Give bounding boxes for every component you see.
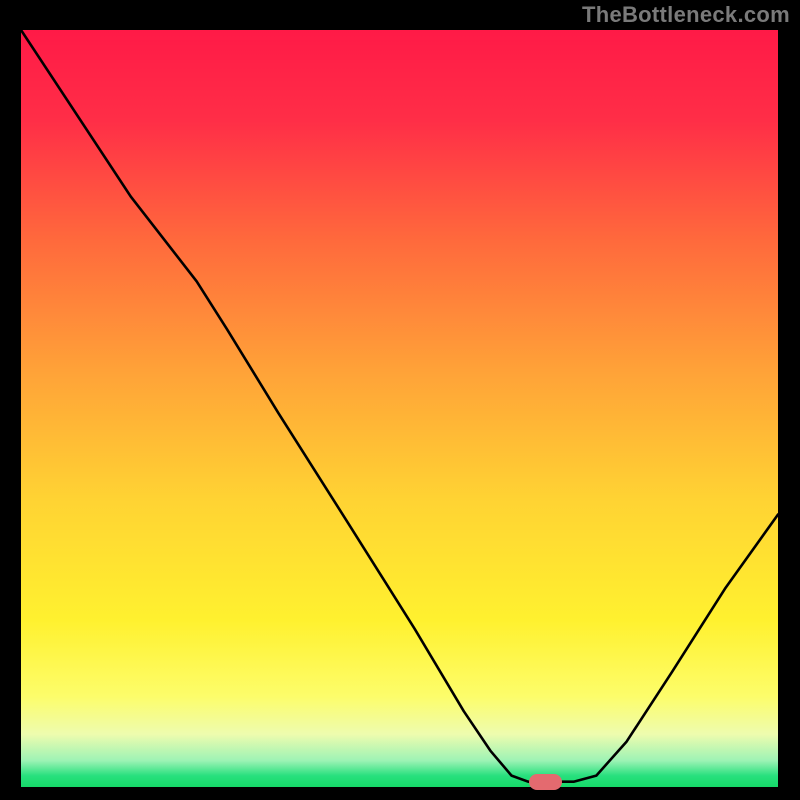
optimal-marker xyxy=(529,774,562,790)
bottleneck-curve xyxy=(21,30,778,787)
watermark-text: TheBottleneck.com xyxy=(582,2,790,28)
chart-container: TheBottleneck.com xyxy=(0,0,800,800)
plot-area xyxy=(21,30,778,787)
